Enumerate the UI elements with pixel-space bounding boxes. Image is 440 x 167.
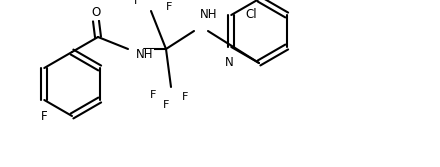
Text: F: F <box>134 0 140 6</box>
Text: F: F <box>163 100 169 110</box>
Text: F: F <box>182 92 188 102</box>
Text: F: F <box>166 2 172 12</box>
Text: N: N <box>225 56 234 69</box>
Text: F: F <box>150 90 156 100</box>
Text: NH: NH <box>200 8 217 21</box>
Text: NH: NH <box>136 48 154 61</box>
Text: Cl: Cl <box>245 9 257 22</box>
Text: O: O <box>92 7 101 20</box>
Text: F: F <box>41 110 48 123</box>
